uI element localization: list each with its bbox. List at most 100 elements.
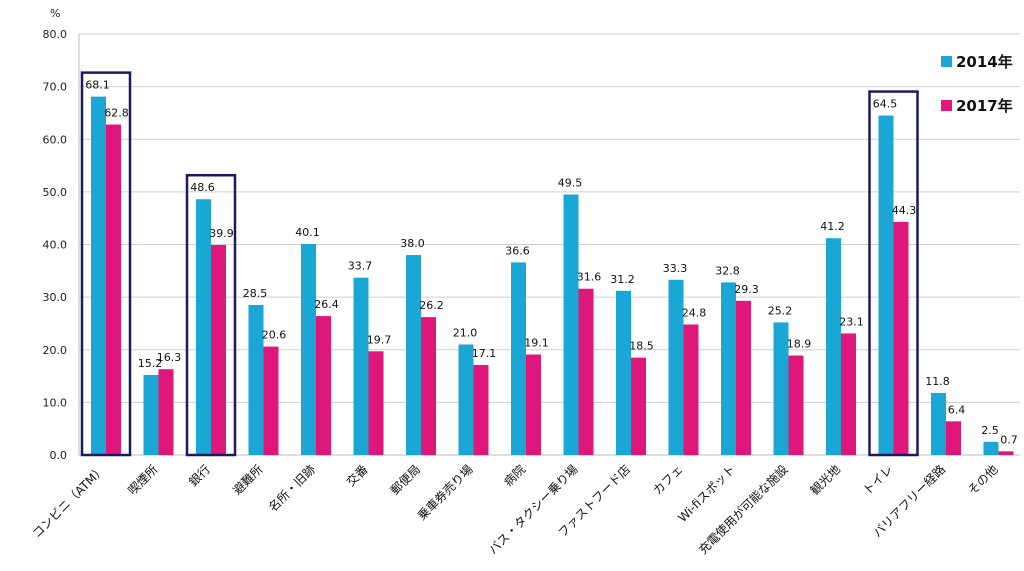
y-tick-label: 80.0: [43, 28, 68, 41]
data-label: 11.8: [925, 375, 950, 388]
data-label: 68.1: [85, 79, 110, 92]
bar-2017年: [158, 369, 174, 455]
data-label: 18.5: [629, 340, 654, 353]
bar-2014年: [511, 262, 526, 455]
legend-swatch: [941, 56, 952, 67]
data-label: 33.3: [663, 262, 688, 275]
bar-2017年: [841, 333, 856, 455]
bar-2014年: [616, 290, 631, 455]
y-tick-label: 50.0: [43, 186, 68, 199]
data-label: 44.3: [892, 204, 917, 217]
bar-2014年: [773, 322, 789, 455]
category-label: 病院: [501, 462, 529, 490]
data-label: 38.0: [400, 237, 425, 250]
bar-2017年: [106, 124, 121, 455]
category-label: 喫煙所: [125, 462, 160, 497]
data-label: 28.5: [243, 287, 268, 300]
bar-2014年: [878, 115, 894, 455]
category-label: 観光地: [808, 462, 843, 497]
data-label: 21.0: [453, 326, 478, 339]
bar-2014年: [983, 441, 999, 455]
y-tick-label: 30.0: [43, 291, 68, 304]
bar-2014年: [668, 279, 684, 455]
bar-2017年: [893, 221, 909, 455]
category-label: カフェ: [650, 462, 685, 497]
data-label: 31.2: [610, 273, 635, 286]
legend-label: 2014年: [956, 53, 1013, 71]
data-label: 29.3: [734, 283, 759, 296]
data-label: 23.1: [839, 315, 864, 328]
bar-2014年: [143, 375, 159, 455]
bar-2014年: [196, 199, 211, 455]
y-tick-label: 20.0: [43, 344, 68, 357]
category-label: 充電使用が可能な施設: [695, 462, 790, 557]
category-label: コンビニ（ATM）: [30, 462, 108, 540]
data-label: 64.5: [873, 98, 898, 111]
legend-swatch: [941, 100, 952, 111]
bar-2014年: [458, 344, 474, 455]
bar-2017年: [788, 355, 804, 455]
y-tick-label: 0.0: [50, 449, 68, 462]
bar-2014年: [353, 277, 369, 455]
data-label: 19.1: [524, 336, 549, 349]
y-tick-label: 60.0: [43, 133, 68, 146]
highlight-box: [80, 71, 132, 457]
data-label: 48.6: [190, 181, 215, 194]
data-label: 40.1: [295, 226, 320, 239]
bar-2017年: [631, 357, 646, 455]
data-label: 31.6: [577, 271, 602, 284]
legend-label: 2017年: [956, 97, 1013, 115]
bar-2014年: [406, 255, 421, 455]
bar-2017年: [316, 316, 331, 455]
category-label: 避難所: [230, 462, 266, 498]
data-label: 17.1: [472, 347, 497, 360]
data-label: 16.3: [157, 351, 182, 364]
data-label: 19.7: [367, 333, 392, 346]
category-label: 郵便局: [388, 462, 423, 497]
y-tick-label: 40.0: [43, 239, 68, 252]
bar-2017年: [421, 317, 436, 455]
bar-2017年: [578, 288, 594, 455]
bar-2014年: [301, 243, 316, 455]
bar-2017年: [683, 324, 699, 455]
data-label: 39.9: [209, 227, 234, 240]
category-label: 乗車券売り場: [414, 462, 476, 524]
data-label: 26.2: [419, 299, 444, 312]
data-label: 18.9: [787, 338, 812, 351]
data-label: 41.2: [820, 220, 845, 233]
bar-2014年: [931, 392, 946, 455]
bar-2017年: [263, 346, 279, 455]
bar-2017年: [946, 421, 961, 455]
data-label: 36.6: [505, 244, 530, 257]
bar-2017年: [526, 354, 541, 455]
data-label: 62.8: [104, 107, 129, 120]
bar-2014年: [248, 305, 264, 455]
bar-2017年: [998, 451, 1014, 455]
category-label: 銀行: [186, 462, 213, 489]
data-label: 15.2: [138, 357, 163, 370]
data-label: 24.8: [682, 306, 707, 319]
y-axis-unit: %: [50, 7, 60, 20]
y-axis: 0.0 10.0 20.0 30.0 40.0 50.0 60.0 70.0 80.0%: [43, 7, 1020, 462]
data-label: 0.7: [1000, 433, 1018, 446]
category-label: その他: [965, 462, 1000, 497]
data-label: 26.4: [314, 298, 339, 311]
category-label: 名所・旧跡: [265, 462, 318, 515]
bar-2014年: [826, 238, 841, 455]
bar-2014年: [721, 282, 736, 455]
bar-2017年: [473, 365, 489, 455]
bar-2014年: [563, 194, 579, 455]
category-label: バス・タクシー乗り場: [486, 462, 581, 557]
bar-2017年: [211, 245, 226, 455]
bar-2014年: [91, 96, 106, 455]
highlight-boxes: [80, 71, 919, 457]
data-label: 2.5: [981, 424, 999, 437]
highlight-box: [868, 90, 919, 457]
legend: 2014年 2017年: [941, 53, 1013, 115]
bars: [91, 96, 1014, 455]
category-label: 交番: [343, 462, 371, 490]
y-tick-label: 10.0: [43, 396, 68, 409]
bar-2017年: [736, 300, 751, 455]
data-label: 33.7: [348, 260, 373, 273]
